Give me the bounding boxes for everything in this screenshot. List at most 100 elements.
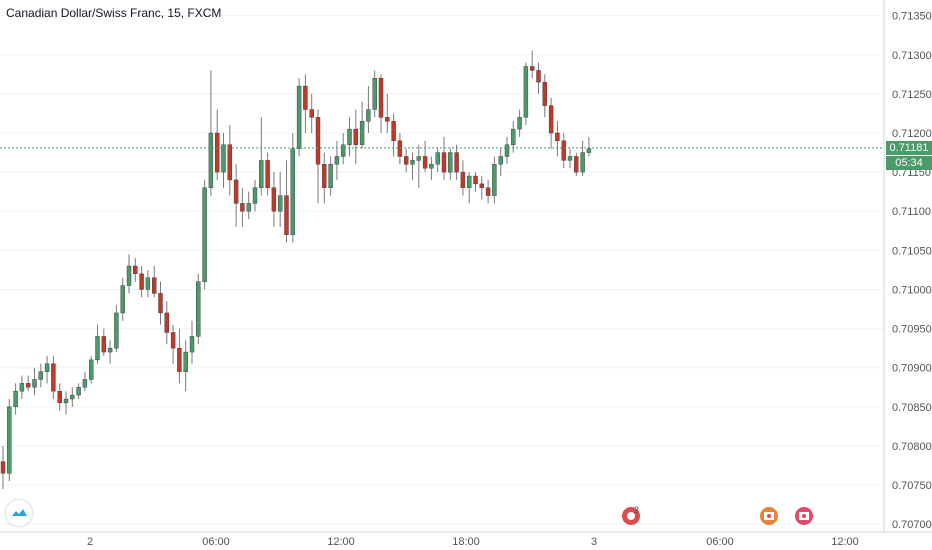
candle [410,152,415,180]
candle-body [278,195,283,212]
candle-body [158,293,163,314]
candle-body [7,406,12,474]
candle-body [246,203,251,212]
candle [580,140,585,177]
candle-body [151,277,157,294]
candle-body [567,156,573,161]
candle [82,371,88,392]
candle-body [467,175,472,188]
price-tick-label: 0.71300 [892,50,932,62]
candle [95,324,100,364]
price-tick-label: 0.71350 [892,11,932,23]
candle [315,109,321,204]
candle [240,187,245,227]
candle-body [120,285,125,314]
candle [347,117,352,157]
candle-body [353,128,358,145]
candle-body [145,277,151,290]
candle-body [107,347,113,353]
candle [303,74,308,133]
price-tick-label: 0.71150 [892,167,931,179]
candle [441,136,447,180]
candle [473,172,478,192]
last-price-label: 0.71181 [886,140,932,155]
candle [177,328,182,384]
price-axis[interactable]: 0.71350 0.71300 0.71250 0.71200 0.71150 0.711… [892,11,932,532]
time-axis[interactable]: 2 06:00 12:00 18:00 3 06:00 12:00 [87,536,859,548]
candle [38,363,43,388]
candle [63,391,69,415]
candle-body [114,312,119,349]
candle [429,156,434,180]
candle [7,399,12,482]
candle [567,148,573,169]
canada-flag-event-icon-2[interactable] [795,507,813,525]
candle-body [208,132,214,188]
candle [151,266,157,298]
candle [322,152,327,204]
tradingview-logo-icon[interactable] [6,500,32,526]
candle-body [536,70,541,83]
event-count-badge: 2 [634,505,640,515]
candle [366,86,371,133]
candle [422,140,428,173]
candle [359,101,365,149]
chart-title: Canadian Dollar/Swiss Franc, 15, FXCM [6,6,222,20]
candle-body [580,152,585,173]
candle [467,172,472,204]
price-tick-label: 0.70900 [892,363,932,375]
candle-body [542,81,547,106]
candle-body [133,265,138,275]
candle-body [372,78,377,110]
candle [19,375,25,399]
price-tick-label: 0.70950 [892,324,932,336]
candle [479,176,484,200]
candle-body [359,121,365,145]
candle-body [473,175,478,185]
candle-body [328,164,333,188]
candle-body [63,398,69,404]
candle-body [57,390,62,404]
candle [139,266,144,298]
candle-body [391,121,396,142]
candle-body [252,187,258,204]
candle-body [511,128,516,145]
candle [70,387,75,407]
candle [334,140,340,180]
price-tick-label: 0.70750 [892,480,932,492]
candle [26,375,31,392]
candle-body [448,152,453,173]
candle [114,305,119,353]
candle-body [479,183,484,188]
canada-flag-event-icon[interactable] [760,507,778,525]
candle-body [0,461,6,474]
candle-body [555,132,560,142]
candle [530,50,535,79]
candle [259,117,264,196]
candle-body [214,132,220,173]
candle [309,93,314,133]
candle [341,133,346,165]
candle-body [586,148,592,153]
price-tick-label: 0.70800 [892,441,932,453]
economic-event-icon[interactable] [622,507,640,525]
candle [164,301,170,345]
candle-body [51,363,56,392]
candle-body [38,371,43,380]
candle-body [441,152,447,173]
candle [51,355,56,399]
candle-body [404,156,409,165]
candle-body [290,148,295,235]
candle-body [334,156,340,165]
candle [107,340,113,364]
candle-body [189,336,195,353]
candle [227,125,233,196]
candle-body [435,152,440,165]
time-tick-label: 3 [591,536,597,548]
candle-body [385,117,390,122]
candle-body [315,117,321,165]
candle-body [271,187,277,212]
candle [372,70,377,118]
